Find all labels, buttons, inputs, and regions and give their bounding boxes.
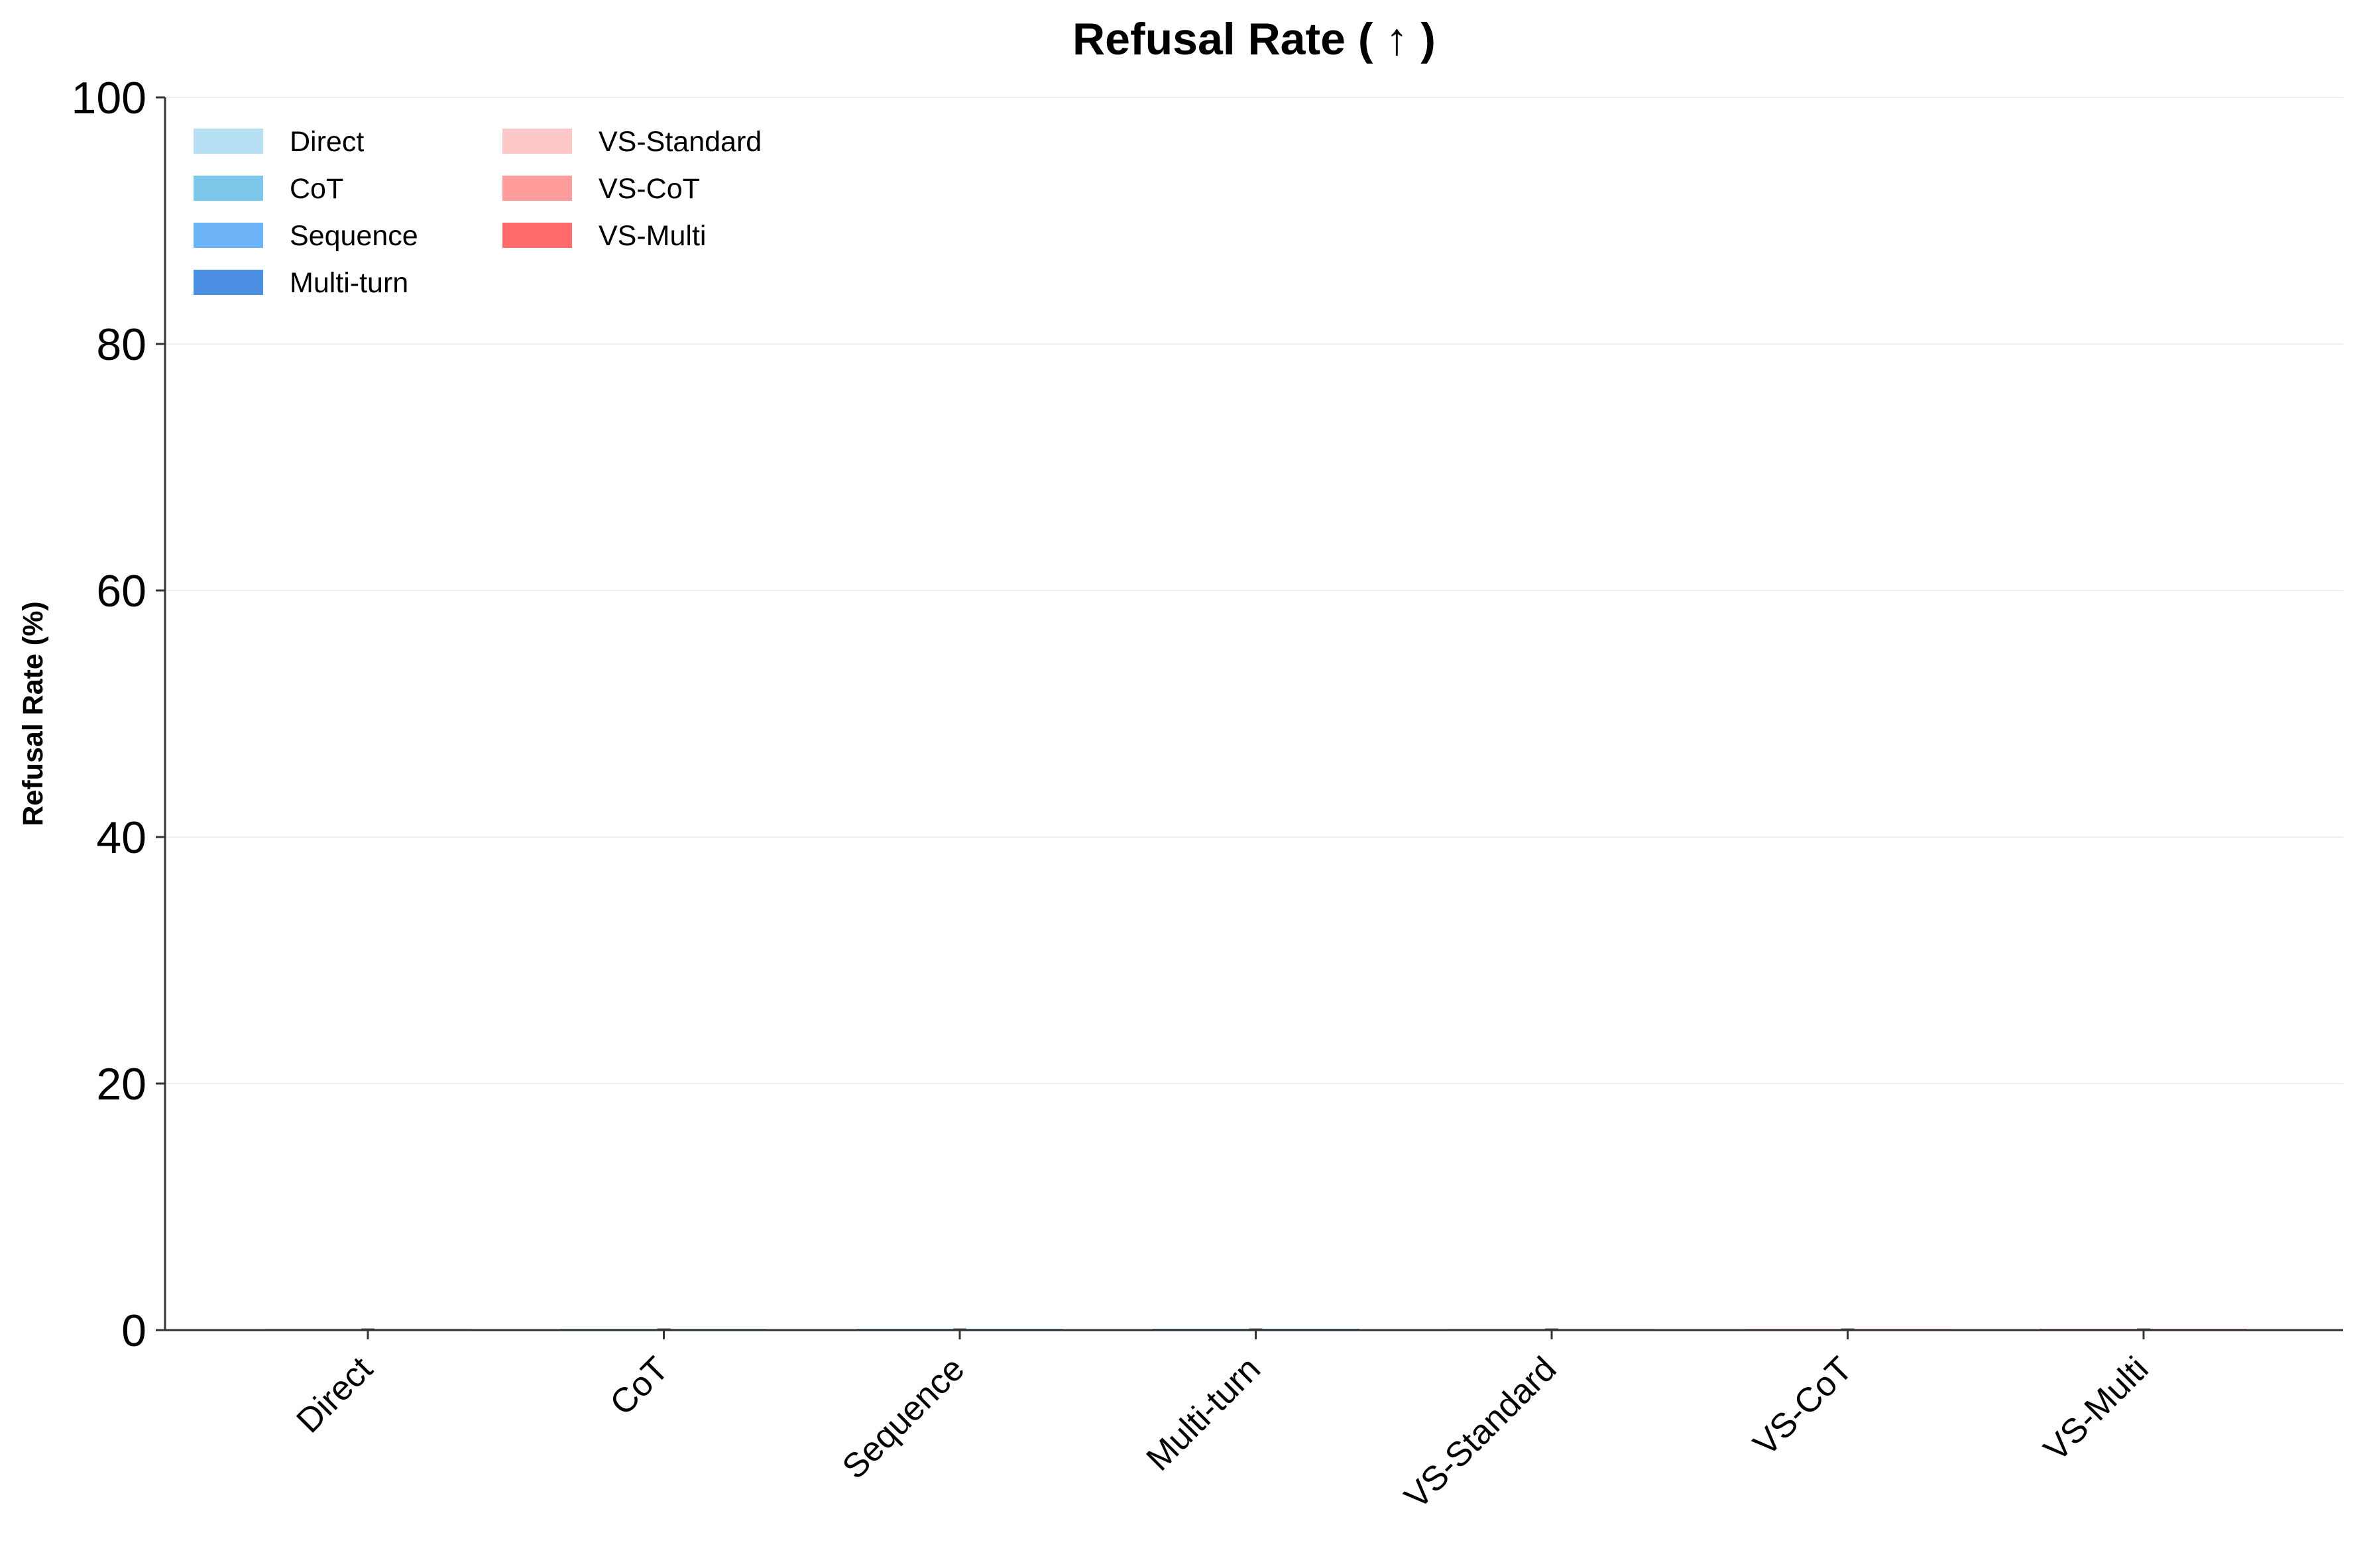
legend-label: VS-Standard xyxy=(599,126,762,158)
legend-swatch xyxy=(194,270,263,295)
y-tick-label: 80 xyxy=(96,319,146,370)
grid-lines xyxy=(165,97,2343,1084)
legend-label: VS-Multi xyxy=(599,220,706,252)
chart-title: Refusal Rate ( ↑ ) xyxy=(1072,14,1436,64)
y-tick-label: 100 xyxy=(72,73,146,123)
x-tick-label: Multi-turn xyxy=(1139,1349,1268,1478)
legend: Direct CoT Sequence Multi-turn VS-Standard VS… xyxy=(194,126,762,299)
legend-label: VS-CoT xyxy=(599,173,700,205)
legend-label: Multi-turn xyxy=(290,267,408,299)
legend-swatch xyxy=(502,223,572,248)
y-tick-label: 20 xyxy=(96,1059,146,1109)
x-tick-label: VS-CoT xyxy=(1746,1349,1860,1463)
y-ticks: 0 20 40 60 80 100 xyxy=(72,73,165,1356)
x-tick-label: CoT xyxy=(603,1349,675,1422)
legend-swatch xyxy=(194,223,263,248)
legend-label: Sequence xyxy=(290,220,418,252)
legend-label: Direct xyxy=(290,126,364,158)
legend-swatch xyxy=(194,129,263,154)
y-tick-label: 60 xyxy=(96,566,146,616)
legend-swatch xyxy=(502,176,572,201)
axes xyxy=(164,97,2343,1331)
legend-swatch xyxy=(194,176,263,201)
x-ticks: Direct CoT Sequence Multi-turn VS-Standard VS… xyxy=(289,1330,2156,1516)
y-tick-label: 0 xyxy=(121,1306,146,1356)
legend-label: CoT xyxy=(290,173,343,205)
y-axis-label: Refusal Rate (%) xyxy=(17,601,49,826)
y-tick-label: 40 xyxy=(96,812,146,863)
x-tick-label: VS-Multi xyxy=(2037,1349,2156,1469)
x-tick-label: Direct xyxy=(289,1349,380,1440)
x-tick-label: Sequence xyxy=(835,1349,972,1486)
legend-swatch xyxy=(502,129,572,154)
x-tick-label: VS-Standard xyxy=(1397,1349,1564,1516)
